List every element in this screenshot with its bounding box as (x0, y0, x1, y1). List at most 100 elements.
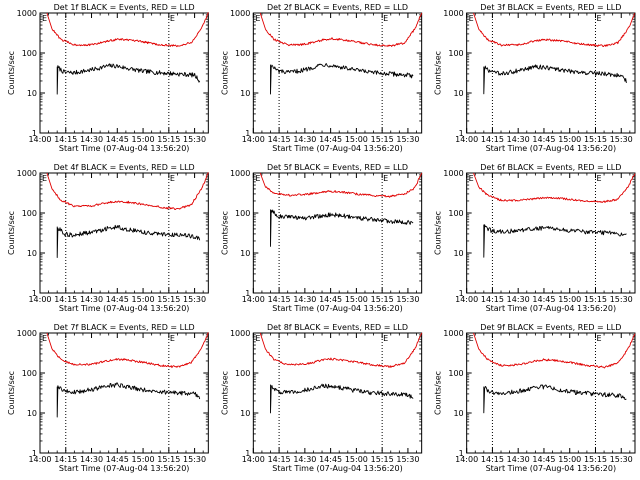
x-tick-label: 14:30 (80, 455, 103, 464)
y-tick-label: 10 (27, 249, 37, 258)
x-tick-label: 15:00 (558, 455, 581, 464)
x-tick-label: 14:15 (54, 135, 77, 144)
plot-frame (466, 332, 636, 454)
y-tick-label: 10 (240, 89, 250, 98)
marker-label-start: E (255, 334, 260, 343)
x-tick-label: 14:30 (80, 135, 103, 144)
chart-title: Det 4f BLACK = Events, RED = LLD (54, 163, 195, 172)
y-tick-label: 1 (459, 289, 464, 298)
marker-label-start: E (255, 14, 260, 23)
x-axis-label: Start Time (07-Aug-04 13:56:20) (486, 464, 617, 473)
chart-title: Det 9f BLACK = Events, RED = LLD (480, 323, 621, 332)
marker-label-start: E (469, 174, 474, 183)
series-lld-line (473, 332, 636, 369)
marker-label-end: E (383, 334, 388, 343)
chart-panel-8: Det 8f BLACK = Events, RED = LLD 1 10 100 10… (220, 323, 423, 473)
plot-frame (39, 332, 209, 454)
x-axis-label: Start Time (07-Aug-04 13:56:20) (272, 464, 403, 473)
series-events-line (56, 382, 201, 418)
y-tick-label: 1 (245, 289, 250, 298)
x-tick-label: 14:15 (54, 295, 77, 304)
x-tick-label: 14:15 (481, 455, 504, 464)
x-tick-label: 14:45 (319, 455, 342, 464)
series-lld-line (473, 172, 636, 203)
series-lld-line (473, 12, 636, 47)
x-tick-label: 15:15 (584, 295, 607, 304)
chart-panel-1: Det 1f BLACK = Events, RED = LLD 1 10 100 10… (7, 3, 209, 153)
y-tick-label: 1 (245, 129, 250, 138)
chart-panel-5: Det 5f BLACK = Events, RED = LLD 1 10 100 10… (220, 163, 423, 313)
x-tick-label: 15:00 (345, 455, 368, 464)
y-tick-label: 1 (245, 449, 250, 458)
marker-label-end: E (170, 334, 175, 343)
x-tick-label: 14:45 (106, 455, 129, 464)
series-lld-line (259, 332, 423, 368)
y-tick-label: 10 (453, 89, 463, 98)
x-tick-label: 15:00 (345, 135, 368, 144)
x-axis-label: Start Time (07-Aug-04 13:56:20) (272, 144, 403, 153)
x-tick-label: 15:00 (558, 295, 581, 304)
marker-label-end: E (383, 14, 388, 23)
x-tick-label: 15:00 (558, 135, 581, 144)
y-axis-label: Counts/sec (220, 371, 229, 415)
x-tick-label: 15:30 (396, 135, 419, 144)
plot-frame (252, 12, 423, 134)
x-tick-label: 14:00 (242, 135, 265, 144)
x-tick-label: 14:15 (481, 135, 504, 144)
series-events-line (270, 63, 414, 95)
chart-title: Det 7f BLACK = Events, RED = LLD (54, 323, 195, 332)
x-tick-label: 15:30 (183, 455, 206, 464)
marker-label-end: E (383, 174, 388, 183)
y-tick-label: 10 (27, 409, 37, 418)
x-tick-label: 14:00 (28, 295, 51, 304)
y-tick-label: 100 (22, 209, 37, 218)
marker-label-end: E (596, 174, 601, 183)
y-tick-label: 100 (448, 209, 463, 218)
y-tick-label: 10 (453, 249, 463, 258)
x-tick-label: 15:30 (610, 455, 633, 464)
marker-label-start: E (469, 14, 474, 23)
y-tick-label: 100 (22, 49, 37, 58)
x-tick-label: 14:30 (507, 455, 530, 464)
x-tick-label: 14:30 (80, 295, 103, 304)
plot-frame (252, 172, 423, 294)
series-events-line (483, 64, 627, 95)
x-tick-label: 14:45 (106, 295, 129, 304)
x-tick-label: 15:15 (371, 455, 394, 464)
series-lld-line (46, 332, 209, 369)
series-events-line (483, 384, 627, 414)
x-tick-label: 14:30 (507, 135, 530, 144)
y-tick-label: 10 (240, 409, 250, 418)
series-lld-line (259, 12, 423, 47)
x-tick-label: 14:00 (242, 455, 265, 464)
x-tick-label: 15:15 (371, 135, 394, 144)
series-events-line (270, 383, 414, 414)
y-tick-label: 10 (240, 249, 250, 258)
x-tick-label: 15:30 (183, 135, 206, 144)
x-tick-label: 15:15 (371, 295, 394, 304)
y-tick-label: 1 (32, 129, 37, 138)
y-tick-label: 10 (27, 89, 37, 98)
marker-label-end: E (170, 14, 175, 23)
chart-panel-6: Det 6f BLACK = Events, RED = LLD 1 10 100 10… (434, 163, 636, 313)
x-tick-label: 15:30 (610, 135, 633, 144)
x-tick-label: 15:00 (132, 135, 155, 144)
y-tick-label: 1000 (443, 169, 463, 178)
chart-title: Det 6f BLACK = Events, RED = LLD (480, 163, 621, 172)
x-tick-label: 14:45 (319, 135, 342, 144)
x-tick-label: 14:00 (28, 135, 51, 144)
plot-frame (252, 332, 423, 454)
x-axis-label: Start Time (07-Aug-04 13:56:20) (272, 304, 403, 313)
series-lld-line (46, 12, 209, 48)
chart-panel-2: Det 2f BLACK = Events, RED = LLD 1 10 100 10… (220, 3, 423, 153)
x-tick-label: 14:15 (268, 455, 291, 464)
plot-frame (466, 172, 636, 294)
x-tick-label: 15:30 (183, 295, 206, 304)
y-tick-label: 1000 (230, 329, 250, 338)
marker-label-start: E (42, 174, 47, 183)
chart-title: Det 8f BLACK = Events, RED = LLD (267, 323, 408, 332)
y-axis-label: Counts/sec (434, 371, 443, 415)
x-tick-label: 15:30 (610, 295, 633, 304)
marker-label-start: E (42, 14, 47, 23)
marker-label-end: E (596, 334, 601, 343)
